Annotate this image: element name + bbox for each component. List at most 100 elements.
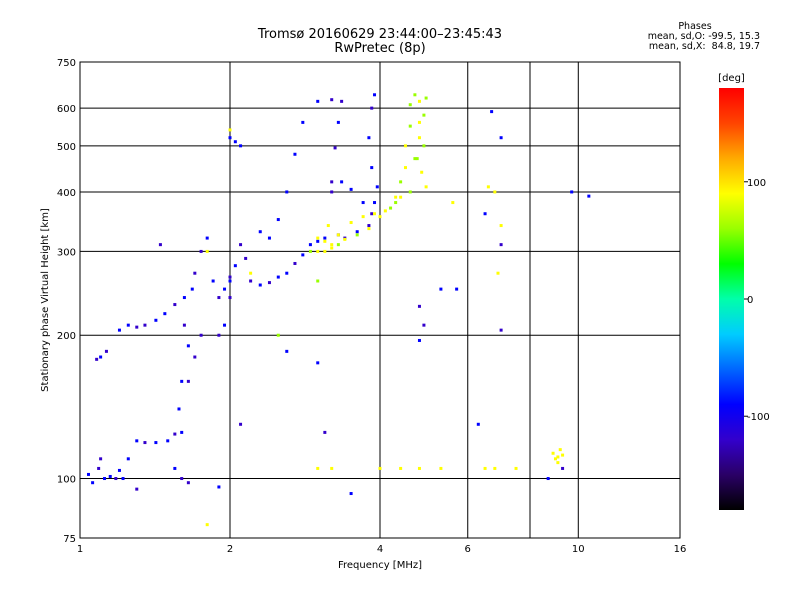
o-mode-point xyxy=(293,261,297,265)
o-mode-point xyxy=(95,357,99,361)
o-mode-point xyxy=(285,190,289,194)
x-mode-point xyxy=(343,237,347,241)
x-mode-point xyxy=(316,466,320,470)
x-mode-point xyxy=(336,233,340,237)
o-mode-point xyxy=(276,275,280,279)
o-mode-point xyxy=(367,224,371,228)
x-mode-point xyxy=(408,190,412,194)
x-mode-point xyxy=(228,128,232,132)
o-mode-point xyxy=(177,407,181,411)
x-tick-label: 6 xyxy=(465,544,471,555)
o-mode-point xyxy=(180,477,184,481)
y-axis-label: Stationary phase Virtual Height [km] xyxy=(40,208,51,392)
o-mode-point xyxy=(333,146,337,150)
o-mode-point xyxy=(355,230,359,234)
o-mode-point xyxy=(163,312,167,316)
o-mode-point xyxy=(182,323,186,327)
o-mode-point xyxy=(323,236,327,240)
x-mode-point xyxy=(361,215,365,219)
colorbar-tick-label: 0 xyxy=(747,295,753,306)
grid-lines xyxy=(80,62,680,538)
x-mode-point xyxy=(561,453,565,457)
o-mode-point xyxy=(293,152,297,156)
o-mode-point xyxy=(367,136,371,140)
o-mode-point xyxy=(193,271,197,275)
o-mode-point xyxy=(180,379,184,383)
o-mode-point xyxy=(340,180,344,184)
o-mode-point xyxy=(211,279,215,283)
o-mode-point xyxy=(483,212,487,216)
x-mode-point xyxy=(413,93,417,97)
o-mode-point xyxy=(258,283,262,287)
o-mode-point xyxy=(126,323,130,327)
x-mode-point xyxy=(408,124,412,128)
x-mode-point xyxy=(403,166,407,170)
o-mode-point xyxy=(244,256,248,260)
o-mode-point xyxy=(308,243,312,247)
o-mode-point xyxy=(330,190,334,194)
x-mode-point xyxy=(422,144,426,148)
o-mode-point xyxy=(117,328,121,332)
y-tick-label: 75 xyxy=(63,534,76,545)
o-mode-point xyxy=(103,477,107,481)
o-mode-point xyxy=(114,477,118,481)
o-mode-point xyxy=(267,281,271,285)
o-mode-point xyxy=(186,344,190,348)
o-mode-point xyxy=(86,472,90,476)
o-mode-point xyxy=(233,140,237,144)
o-mode-point xyxy=(228,296,232,300)
x-mode-point xyxy=(383,209,387,213)
o-mode-point xyxy=(561,466,565,470)
x-mode-point xyxy=(424,185,428,189)
x-mode-point xyxy=(420,170,424,174)
o-mode-point xyxy=(228,279,232,283)
o-mode-point xyxy=(108,474,112,478)
o-mode-point xyxy=(135,487,139,491)
o-mode-point xyxy=(417,304,421,308)
o-mode-point xyxy=(267,236,271,240)
x-mode-point xyxy=(399,180,403,184)
x-mode-point xyxy=(422,113,426,117)
chart-title-line2: RwPretec (8p) xyxy=(334,41,426,56)
x-mode-point xyxy=(373,212,377,216)
x-mode-point xyxy=(514,466,518,470)
x-mode-point xyxy=(330,466,334,470)
x-mode-point xyxy=(499,224,503,228)
o-mode-point xyxy=(330,98,334,102)
y-axis-ticks: 75 100 200 300 400 500 600 750 xyxy=(57,58,76,545)
y-tick-label: 100 xyxy=(57,475,76,486)
o-mode-point xyxy=(439,287,443,291)
o-mode-point xyxy=(249,279,253,283)
x-mode-point xyxy=(451,201,455,205)
o-mode-point xyxy=(91,481,95,485)
x-mode-point xyxy=(408,103,412,107)
o-mode-point xyxy=(228,136,232,140)
x-mode-point xyxy=(417,136,421,140)
x-mode-point xyxy=(493,190,497,194)
o-mode-point xyxy=(199,333,203,337)
o-mode-point xyxy=(316,239,320,243)
x-mode-point xyxy=(424,96,428,100)
x-mode-point xyxy=(316,279,320,283)
x-mode-point xyxy=(486,185,490,189)
y-tick-label: 750 xyxy=(57,58,76,69)
x-mode-point xyxy=(249,271,253,275)
x-mode-point xyxy=(355,233,359,237)
o-mode-point xyxy=(361,201,365,205)
x-mode-point xyxy=(415,157,419,161)
y-tick-label: 600 xyxy=(57,104,76,115)
o-mode-point xyxy=(223,323,227,327)
o-mode-point xyxy=(199,249,203,253)
x-mode-point xyxy=(349,221,353,225)
o-mode-point xyxy=(349,492,353,496)
o-mode-point xyxy=(104,349,108,353)
x-mode-point xyxy=(205,523,209,527)
o-mode-point xyxy=(182,296,186,300)
y-tick-label: 500 xyxy=(57,142,76,153)
o-mode-point xyxy=(370,106,374,110)
o-mode-point xyxy=(239,144,243,148)
x-mode-point xyxy=(399,466,403,470)
o-mode-point xyxy=(276,218,280,222)
o-mode-point xyxy=(180,430,184,434)
phase-stats-box: Phases mean, sd,O: -99.5, 15.3 mean, sd,… xyxy=(590,22,760,52)
